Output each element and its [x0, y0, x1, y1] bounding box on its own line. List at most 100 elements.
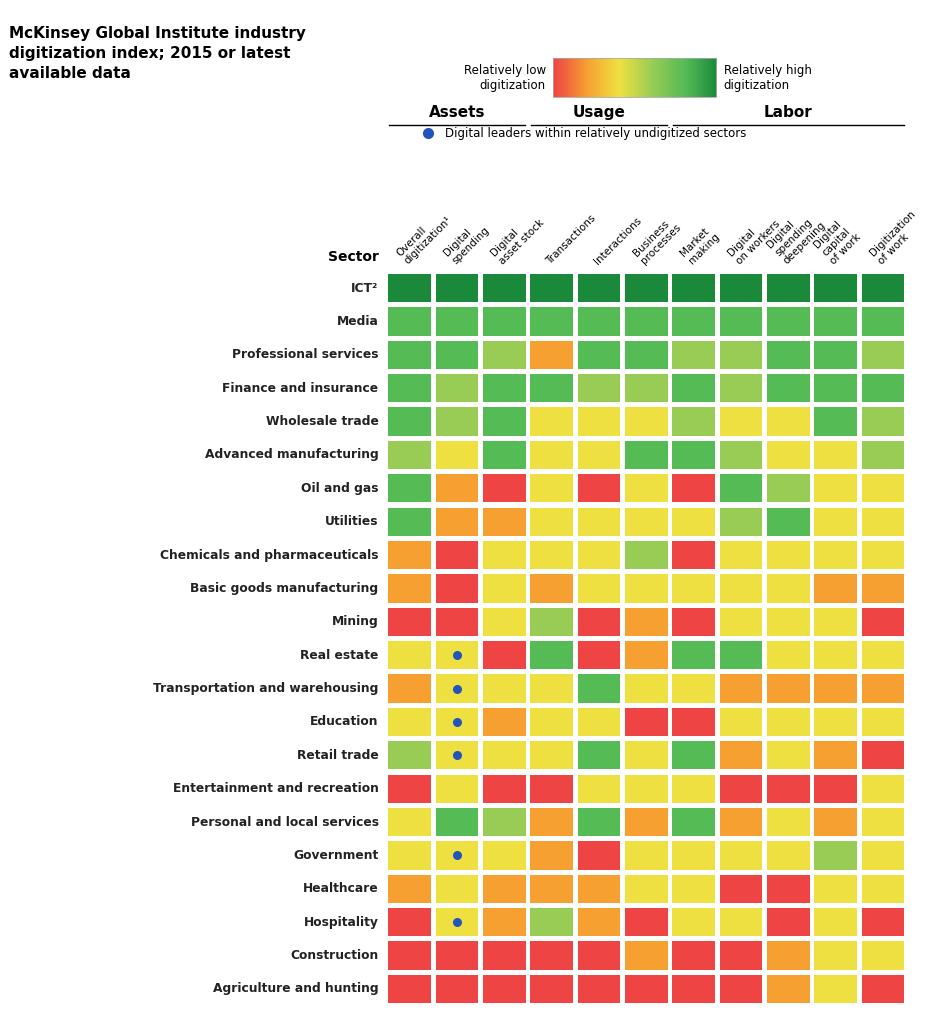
Text: Oil and gas: Oil and gas: [301, 481, 379, 495]
Bar: [815, 975, 857, 1002]
Bar: [862, 808, 904, 837]
Bar: [388, 574, 431, 602]
Bar: [632, 58, 636, 97]
Bar: [569, 58, 573, 97]
Bar: [862, 374, 904, 402]
Bar: [862, 307, 904, 336]
Bar: [661, 58, 664, 97]
Bar: [862, 274, 904, 302]
Bar: [574, 58, 577, 97]
Text: Hospitality: Hospitality: [303, 915, 379, 929]
Bar: [562, 58, 565, 97]
Bar: [530, 341, 573, 369]
Bar: [675, 58, 678, 97]
Bar: [672, 641, 715, 670]
Bar: [604, 58, 607, 97]
Bar: [672, 675, 715, 702]
Bar: [590, 58, 593, 97]
Text: Utilities: Utilities: [325, 515, 379, 528]
Text: Overall
digitization¹: Overall digitization¹: [394, 207, 454, 266]
Bar: [862, 541, 904, 569]
Bar: [720, 408, 763, 435]
Bar: [615, 58, 618, 97]
Text: Digital
on workers: Digital on workers: [725, 210, 782, 266]
Bar: [767, 641, 810, 670]
Bar: [658, 58, 660, 97]
Bar: [665, 58, 668, 97]
Bar: [610, 58, 613, 97]
Bar: [530, 708, 573, 736]
Bar: [483, 708, 525, 736]
Bar: [578, 274, 620, 302]
Bar: [612, 58, 616, 97]
Bar: [673, 58, 676, 97]
Bar: [625, 307, 668, 336]
Bar: [625, 708, 668, 736]
Bar: [435, 874, 478, 903]
Bar: [578, 58, 580, 97]
Bar: [388, 908, 431, 936]
Text: Market
making: Market making: [678, 223, 721, 266]
Bar: [720, 474, 763, 503]
Bar: [530, 574, 573, 602]
Text: Digital
asset stock: Digital asset stock: [489, 209, 546, 266]
Bar: [483, 408, 525, 435]
Bar: [578, 307, 620, 336]
Bar: [388, 474, 431, 503]
Bar: [435, 808, 478, 837]
Bar: [625, 541, 668, 569]
Text: Real estate: Real estate: [300, 648, 379, 662]
Bar: [631, 58, 633, 97]
Bar: [578, 808, 620, 837]
Bar: [625, 341, 668, 369]
Bar: [578, 908, 620, 936]
Bar: [435, 774, 478, 803]
Bar: [655, 58, 658, 97]
Bar: [388, 607, 431, 636]
Bar: [435, 908, 478, 936]
Bar: [672, 440, 715, 469]
Bar: [435, 474, 478, 503]
Bar: [672, 808, 715, 837]
Bar: [579, 58, 583, 97]
Bar: [618, 58, 621, 97]
Bar: [435, 374, 478, 402]
Bar: [584, 58, 587, 97]
Bar: [862, 975, 904, 1002]
Bar: [483, 508, 525, 536]
Bar: [530, 675, 573, 702]
Bar: [388, 708, 431, 736]
Bar: [625, 774, 668, 803]
Bar: [629, 58, 631, 97]
Bar: [578, 374, 620, 402]
Text: Chemicals and pharmaceuticals: Chemicals and pharmaceuticals: [160, 549, 379, 561]
Bar: [578, 675, 620, 702]
Bar: [815, 474, 857, 503]
Bar: [530, 808, 573, 837]
Bar: [435, 508, 478, 536]
Bar: [578, 708, 620, 736]
Bar: [578, 774, 620, 803]
Text: Digital
spending
deepening: Digital spending deepening: [764, 204, 828, 266]
Text: Labor: Labor: [764, 105, 813, 120]
Bar: [637, 58, 640, 97]
Bar: [862, 874, 904, 903]
Bar: [530, 408, 573, 435]
Text: Retail trade: Retail trade: [297, 749, 379, 762]
Bar: [578, 741, 620, 769]
Bar: [578, 975, 620, 1002]
Text: Government: Government: [293, 849, 379, 862]
Bar: [767, 708, 810, 736]
Bar: [578, 508, 620, 536]
Bar: [572, 58, 575, 97]
Bar: [720, 508, 763, 536]
Text: Finance and insurance: Finance and insurance: [222, 382, 379, 394]
Bar: [672, 975, 715, 1002]
Bar: [708, 58, 711, 97]
Bar: [815, 307, 857, 336]
Text: Relatively low
digitization: Relatively low digitization: [464, 63, 546, 92]
Bar: [767, 374, 810, 402]
Bar: [435, 541, 478, 569]
Bar: [684, 58, 686, 97]
Bar: [682, 58, 684, 97]
